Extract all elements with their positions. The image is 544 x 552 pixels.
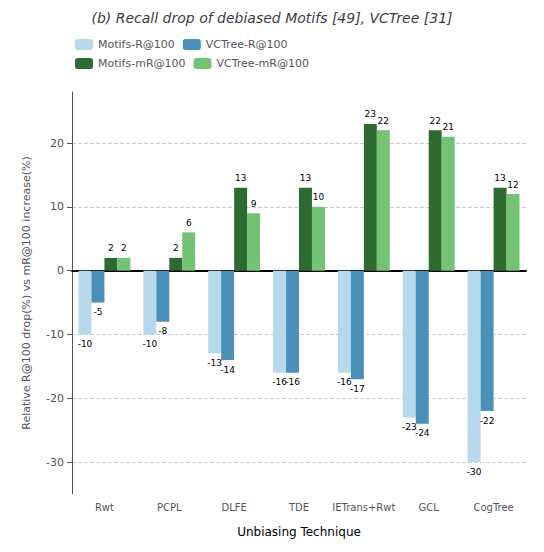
svg-text:2: 2: [108, 243, 114, 253]
svg-text:-24: -24: [415, 428, 430, 438]
svg-text:-22: -22: [480, 416, 495, 426]
svg-text:2: 2: [121, 243, 127, 253]
svg-text:CogTree: CogTree: [473, 502, 513, 513]
svg-text:-17: -17: [350, 384, 365, 394]
svg-text:-30: -30: [46, 456, 64, 469]
svg-text:Relative R@100 drop(%) vs mR@1: Relative R@100 drop(%) vs mR@100 increas…: [20, 156, 33, 430]
svg-text:13: 13: [300, 173, 311, 183]
svg-text:10: 10: [313, 192, 325, 202]
svg-text:-20: -20: [46, 392, 64, 405]
svg-text:-8: -8: [158, 326, 167, 336]
svg-text:VCTree-mR@100: VCTree-mR@100: [217, 57, 309, 70]
svg-text:-5: -5: [93, 307, 102, 317]
svg-text:-13: -13: [207, 358, 222, 369]
svg-text:-16: -16: [272, 377, 287, 388]
svg-text:IETrans+Rwt: IETrans+Rwt: [332, 502, 395, 513]
svg-text:-16: -16: [285, 377, 300, 387]
svg-text:DLFE: DLFE: [221, 502, 246, 513]
svg-text:22: 22: [378, 116, 389, 126]
svg-text:0: 0: [57, 264, 64, 277]
svg-text:-10: -10: [142, 339, 157, 349]
svg-text:-14: -14: [220, 365, 235, 375]
svg-text:PCPL: PCPL: [157, 502, 182, 513]
svg-text:23: 23: [365, 109, 376, 119]
svg-text:21: 21: [442, 122, 453, 132]
svg-text:Motifs-R@100: Motifs-R@100: [98, 38, 175, 51]
svg-text:-23: -23: [401, 421, 417, 432]
svg-text:2: 2: [173, 243, 179, 253]
svg-text:VCTree-R@100: VCTree-R@100: [206, 38, 288, 51]
svg-text:-30: -30: [467, 467, 482, 477]
svg-text:(b) Recall drop of debiased Mo: (b) Recall drop of debiased Motifs [49],…: [91, 10, 452, 26]
svg-text:12: 12: [507, 180, 518, 190]
svg-text:9: 9: [251, 199, 257, 209]
svg-text:Rwt: Rwt: [95, 502, 114, 513]
svg-text:22: 22: [429, 116, 440, 126]
svg-text:6: 6: [186, 218, 192, 228]
svg-text:TDE: TDE: [288, 502, 309, 513]
svg-text:GCL: GCL: [419, 502, 440, 513]
svg-text:13: 13: [494, 173, 505, 183]
svg-text:Motifs-mR@100: Motifs-mR@100: [98, 57, 186, 70]
svg-text:20: 20: [50, 137, 64, 150]
svg-text:-16: -16: [337, 377, 352, 388]
svg-text:-10: -10: [78, 339, 93, 349]
svg-text:-10: -10: [46, 328, 64, 341]
svg-text:10: 10: [50, 200, 64, 213]
svg-text:13: 13: [235, 173, 246, 183]
svg-text:Unbiasing Technique: Unbiasing Technique: [237, 525, 361, 539]
